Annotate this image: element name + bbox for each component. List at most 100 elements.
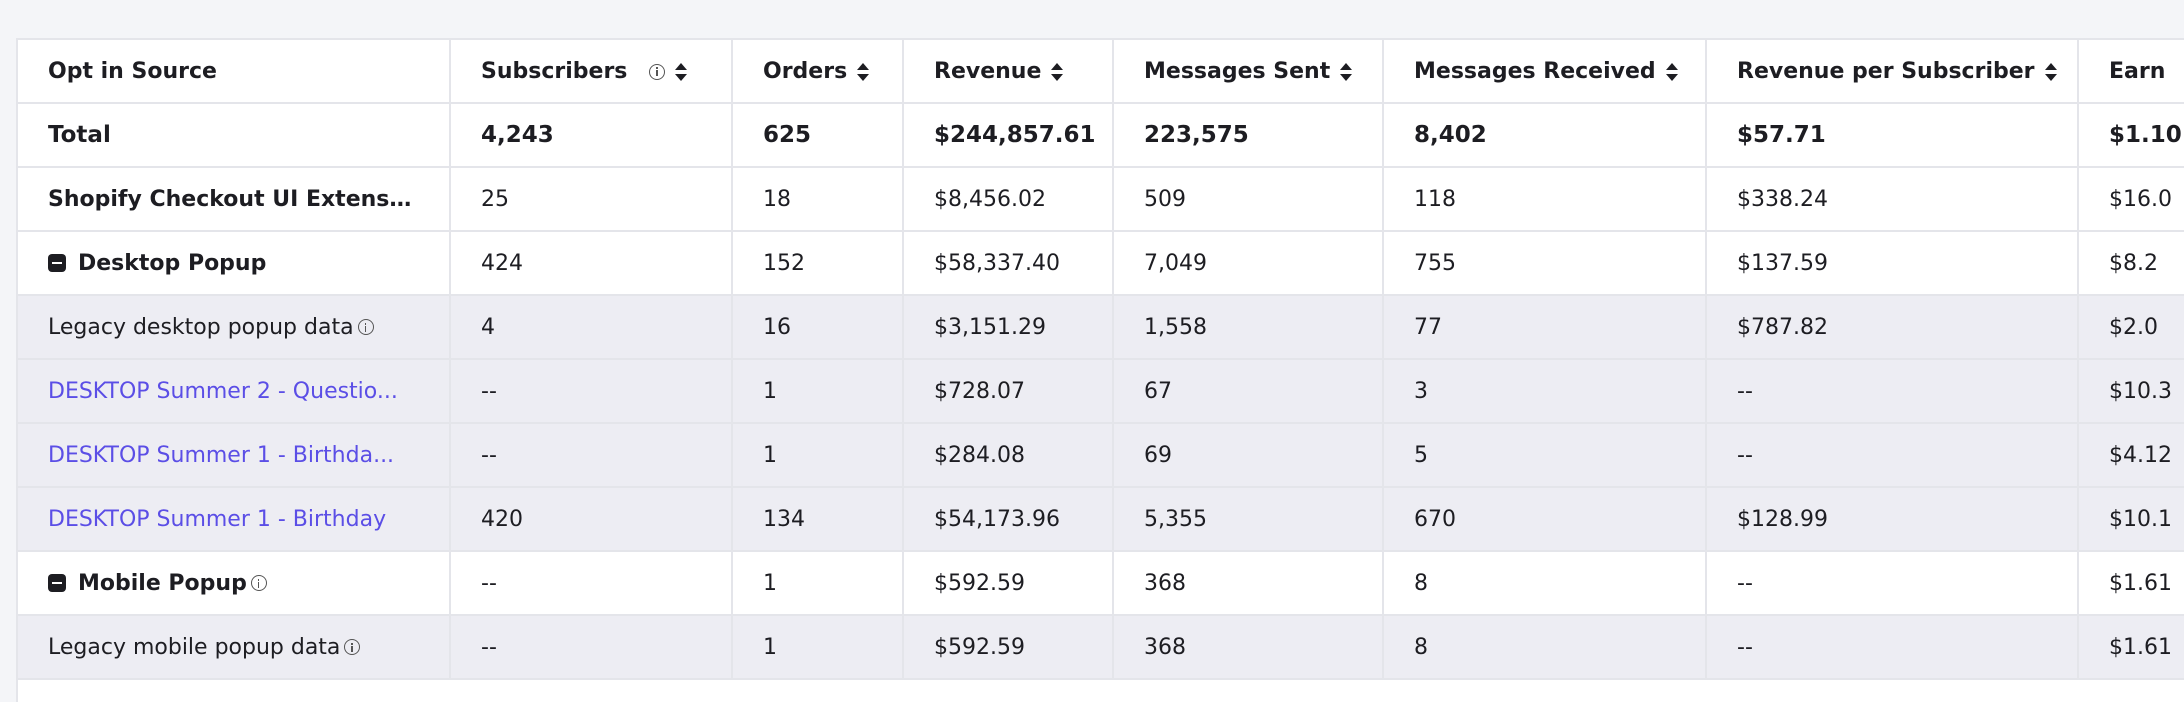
- cell-messages-received: 670: [1383, 487, 1707, 552]
- popup-link[interactable]: DESKTOP Summer 1 - Birthda...: [48, 442, 395, 468]
- row-name: Legacy mobile popup data: [18, 615, 451, 680]
- header-label: Earn: [2109, 58, 2166, 84]
- info-icon[interactable]: [344, 639, 361, 656]
- table-row: DESKTOP Summer 1 - Birthday 420 134 $54,…: [18, 487, 2184, 552]
- total-revenue: $244,857.61: [903, 103, 1114, 168]
- cell-revenue-per-subscriber: $338.24: [1706, 167, 2079, 232]
- popup-link[interactable]: DESKTOP Summer 2 - Questio...: [48, 378, 398, 404]
- header-opt-in-source: Opt in Source: [18, 40, 451, 104]
- header-label: Messages Sent: [1144, 58, 1331, 84]
- cell-revenue-per-subscriber: --: [1706, 359, 2079, 424]
- cell-messages-received: 77: [1383, 295, 1707, 360]
- cell-subscribers: --: [450, 551, 733, 616]
- cell-earn: $10.1: [2078, 487, 2184, 552]
- cell-messages-received: 3: [1383, 359, 1707, 424]
- cell-earn: $16.0: [2078, 167, 2184, 232]
- cell-revenue: $8,456.02: [903, 167, 1114, 232]
- table-row: DESKTOP Summer 1 - Birthda... -- 1 $284.…: [18, 423, 2184, 488]
- cell-earn: $1.61: [2078, 615, 2184, 680]
- cell-earn: $10.3: [2078, 359, 2184, 424]
- cell-orders: 1: [732, 359, 904, 424]
- header-label: Subscribers: [481, 58, 628, 84]
- header-earn[interactable]: Earn: [2078, 40, 2184, 104]
- cell-subscribers: 4: [450, 295, 733, 360]
- header-revenue[interactable]: Revenue: [903, 40, 1114, 104]
- header-label: Orders: [763, 58, 848, 84]
- cell-orders: 1: [732, 423, 904, 488]
- header-orders[interactable]: Orders: [732, 40, 904, 104]
- table-row: Desktop Popup 424 152 $58,337.40 7,049 7…: [18, 231, 2184, 296]
- cell-subscribers: 25: [450, 167, 733, 232]
- cell-revenue-per-subscriber: $137.59: [1706, 231, 2079, 296]
- row-name[interactable]: DESKTOP Summer 2 - Questio...: [18, 359, 451, 424]
- cell-earn: $1.61: [2078, 551, 2184, 616]
- row-name-text: Shopify Checkout UI Extension: [48, 186, 418, 212]
- header-label: Messages Received: [1414, 58, 1656, 84]
- sort-icon[interactable]: [675, 62, 688, 81]
- cell-messages-sent: 368: [1113, 615, 1384, 680]
- collapse-icon[interactable]: [48, 574, 66, 593]
- cell-revenue-per-subscriber: --: [1706, 615, 2079, 680]
- header-label: Revenue per Subscriber: [1737, 58, 2035, 84]
- popup-link[interactable]: DESKTOP Summer 1 - Birthday: [48, 506, 387, 532]
- table-row: DESKTOP Summer 2 - Questio... -- 1 $728.…: [18, 359, 2184, 424]
- cell-messages-received: 755: [1383, 231, 1707, 296]
- cell-revenue: $58,337.40: [903, 231, 1114, 296]
- table-row: Shopify Checkout UI Extension 25 18 $8,4…: [18, 167, 2184, 232]
- sort-icon[interactable]: [1340, 62, 1353, 81]
- info-icon[interactable]: [649, 63, 666, 80]
- cell-revenue: $728.07: [903, 359, 1114, 424]
- header-messages-received[interactable]: Messages Received: [1383, 40, 1707, 104]
- total-row: Total 4,243 625 $244,857.61 223,575 8,40…: [18, 103, 2184, 168]
- collapse-icon[interactable]: [48, 254, 66, 273]
- table-row: Legacy mobile popup data -- 1 $592.59 36…: [18, 615, 2184, 680]
- row-name: Shopify Checkout UI Extension: [18, 167, 451, 232]
- row-name-text: Mobile Popup: [78, 570, 247, 596]
- total-orders: 625: [732, 103, 904, 168]
- total-earn: $1.10: [2078, 103, 2184, 168]
- row-name[interactable]: DESKTOP Summer 1 - Birthday: [18, 487, 451, 552]
- sort-icon[interactable]: [857, 62, 870, 81]
- opt-in-source-table: Opt in Source Subscribers Orders Revenue…: [18, 40, 2184, 680]
- row-name-text: Legacy mobile popup data: [48, 634, 341, 660]
- table-header-row: Opt in Source Subscribers Orders Revenue…: [18, 40, 2184, 104]
- cell-orders: 18: [732, 167, 904, 232]
- cell-messages-sent: 509: [1113, 167, 1384, 232]
- row-name[interactable]: Mobile Popup: [18, 551, 451, 616]
- cell-revenue-per-subscriber: $128.99: [1706, 487, 2079, 552]
- cell-messages-received: 8: [1383, 551, 1707, 616]
- cell-messages-sent: 7,049: [1113, 231, 1384, 296]
- row-name-text: Legacy desktop popup data: [48, 314, 354, 340]
- sort-icon[interactable]: [2044, 62, 2057, 81]
- table-row: Mobile Popup -- 1 $592.59 368 8 -- $1.61: [18, 551, 2184, 616]
- header-subscribers[interactable]: Subscribers: [450, 40, 733, 104]
- cell-orders: 152: [732, 231, 904, 296]
- header-label: Revenue: [934, 58, 1042, 84]
- row-name[interactable]: DESKTOP Summer 1 - Birthda...: [18, 423, 451, 488]
- cell-revenue: $284.08: [903, 423, 1114, 488]
- cell-orders: 1: [732, 615, 904, 680]
- row-name[interactable]: Desktop Popup: [18, 231, 451, 296]
- cell-messages-sent: 69: [1113, 423, 1384, 488]
- opt-in-source-table-container: Opt in Source Subscribers Orders Revenue…: [16, 38, 2184, 702]
- cell-revenue: $3,151.29: [903, 295, 1114, 360]
- info-icon[interactable]: [250, 575, 267, 592]
- cell-orders: 16: [732, 295, 904, 360]
- cell-orders: 134: [732, 487, 904, 552]
- total-label: Total: [18, 103, 451, 168]
- cell-revenue-per-subscriber: --: [1706, 551, 2079, 616]
- cell-subscribers: 420: [450, 487, 733, 552]
- cell-messages-sent: 1,558: [1113, 295, 1384, 360]
- header-messages-sent[interactable]: Messages Sent: [1113, 40, 1384, 104]
- cell-subscribers: --: [450, 615, 733, 680]
- cell-earn: $4.12: [2078, 423, 2184, 488]
- table-row: Legacy desktop popup data 4 16 $3,151.29…: [18, 295, 2184, 360]
- info-icon[interactable]: [357, 319, 374, 336]
- sort-icon[interactable]: [1051, 62, 1064, 81]
- cell-subscribers: 424: [450, 231, 733, 296]
- cell-revenue-per-subscriber: --: [1706, 423, 2079, 488]
- sort-icon[interactable]: [1665, 62, 1678, 81]
- header-revenue-per-subscriber[interactable]: Revenue per Subscriber: [1706, 40, 2079, 104]
- cell-messages-received: 8: [1383, 615, 1707, 680]
- cell-messages-received: 118: [1383, 167, 1707, 232]
